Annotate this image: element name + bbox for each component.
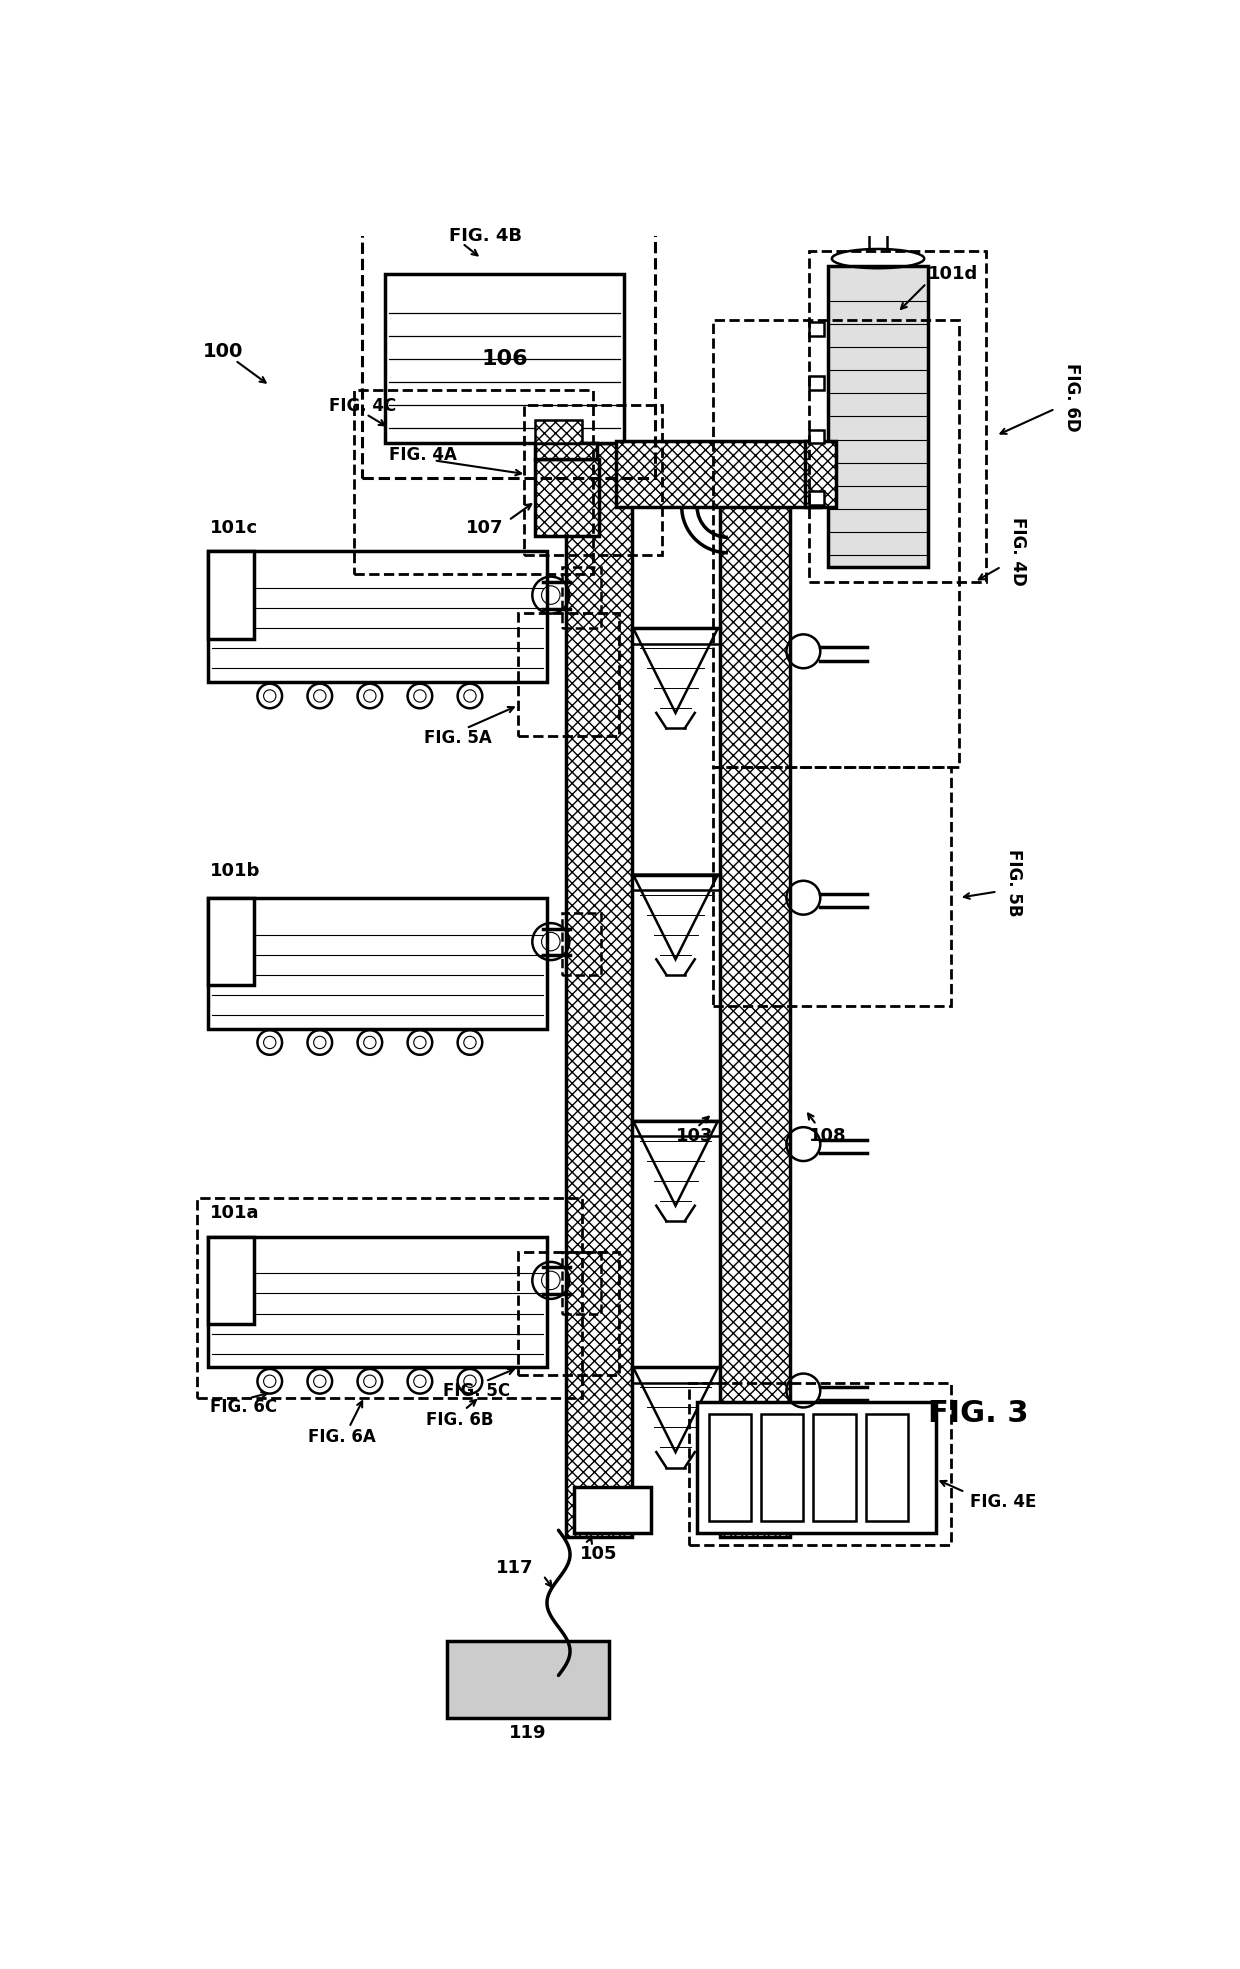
Bar bbox=[208, 551, 254, 640]
Bar bbox=[808, 250, 986, 583]
Text: FIG. 6C: FIG. 6C bbox=[211, 1398, 278, 1416]
Bar bbox=[563, 1252, 601, 1313]
Bar bbox=[536, 459, 599, 536]
Bar bbox=[518, 612, 619, 736]
Bar bbox=[563, 914, 601, 975]
Text: 101a: 101a bbox=[210, 1205, 259, 1223]
Bar bbox=[567, 443, 631, 1538]
Bar bbox=[208, 898, 547, 1028]
Text: FIG. 4E: FIG. 4E bbox=[971, 1493, 1037, 1510]
Text: 119: 119 bbox=[508, 1725, 547, 1743]
Bar bbox=[386, 274, 624, 443]
Text: FIG. 4A: FIG. 4A bbox=[389, 445, 458, 465]
Text: 101d: 101d bbox=[928, 266, 978, 284]
Bar bbox=[713, 321, 959, 766]
Bar bbox=[563, 567, 601, 628]
Bar bbox=[720, 443, 790, 1538]
Text: 105: 105 bbox=[580, 1546, 618, 1563]
Text: FIG. 5C: FIG. 5C bbox=[443, 1382, 510, 1400]
Bar bbox=[362, 232, 655, 478]
Bar bbox=[708, 1414, 751, 1522]
Text: 107: 107 bbox=[465, 520, 503, 538]
Text: 106: 106 bbox=[481, 349, 528, 368]
Bar bbox=[355, 390, 593, 575]
Bar bbox=[808, 376, 825, 390]
Text: FIG. 5A: FIG. 5A bbox=[424, 729, 491, 746]
Text: FIG. 6B: FIG. 6B bbox=[427, 1410, 494, 1429]
Bar bbox=[208, 1237, 254, 1325]
Bar bbox=[208, 898, 254, 986]
Text: FIG. 4D: FIG. 4D bbox=[1009, 516, 1027, 585]
Bar bbox=[828, 266, 928, 567]
Text: 101c: 101c bbox=[210, 520, 258, 538]
Text: FIG. 4C: FIG. 4C bbox=[329, 398, 397, 415]
Bar bbox=[808, 490, 825, 504]
Bar bbox=[697, 1402, 936, 1534]
Text: 100: 100 bbox=[203, 341, 243, 360]
Bar bbox=[808, 321, 825, 335]
Bar bbox=[446, 1640, 609, 1717]
Bar bbox=[208, 1237, 547, 1366]
Text: FIG. 3: FIG. 3 bbox=[928, 1400, 1029, 1428]
Text: 101b: 101b bbox=[210, 862, 260, 880]
Bar bbox=[689, 1382, 951, 1544]
Bar bbox=[866, 1414, 908, 1522]
Text: 103: 103 bbox=[676, 1128, 713, 1146]
Bar bbox=[536, 443, 596, 459]
Text: 108: 108 bbox=[808, 1128, 847, 1146]
Bar bbox=[808, 429, 825, 443]
Bar bbox=[197, 1197, 582, 1398]
Bar bbox=[518, 1252, 619, 1374]
Text: FIG. 6A: FIG. 6A bbox=[309, 1428, 376, 1445]
Bar bbox=[805, 441, 836, 506]
Bar bbox=[813, 1414, 856, 1522]
Text: FIG. 5B: FIG. 5B bbox=[1006, 849, 1023, 916]
Bar bbox=[523, 406, 662, 555]
Bar bbox=[536, 419, 582, 443]
Bar bbox=[616, 441, 821, 506]
Text: FIG. 4B: FIG. 4B bbox=[449, 226, 522, 244]
Bar bbox=[208, 551, 547, 681]
Bar bbox=[761, 1414, 804, 1522]
Text: FIG. 6D: FIG. 6D bbox=[1063, 362, 1081, 431]
Bar bbox=[574, 1487, 651, 1534]
Text: 117: 117 bbox=[496, 1559, 534, 1577]
Bar bbox=[713, 766, 951, 1006]
